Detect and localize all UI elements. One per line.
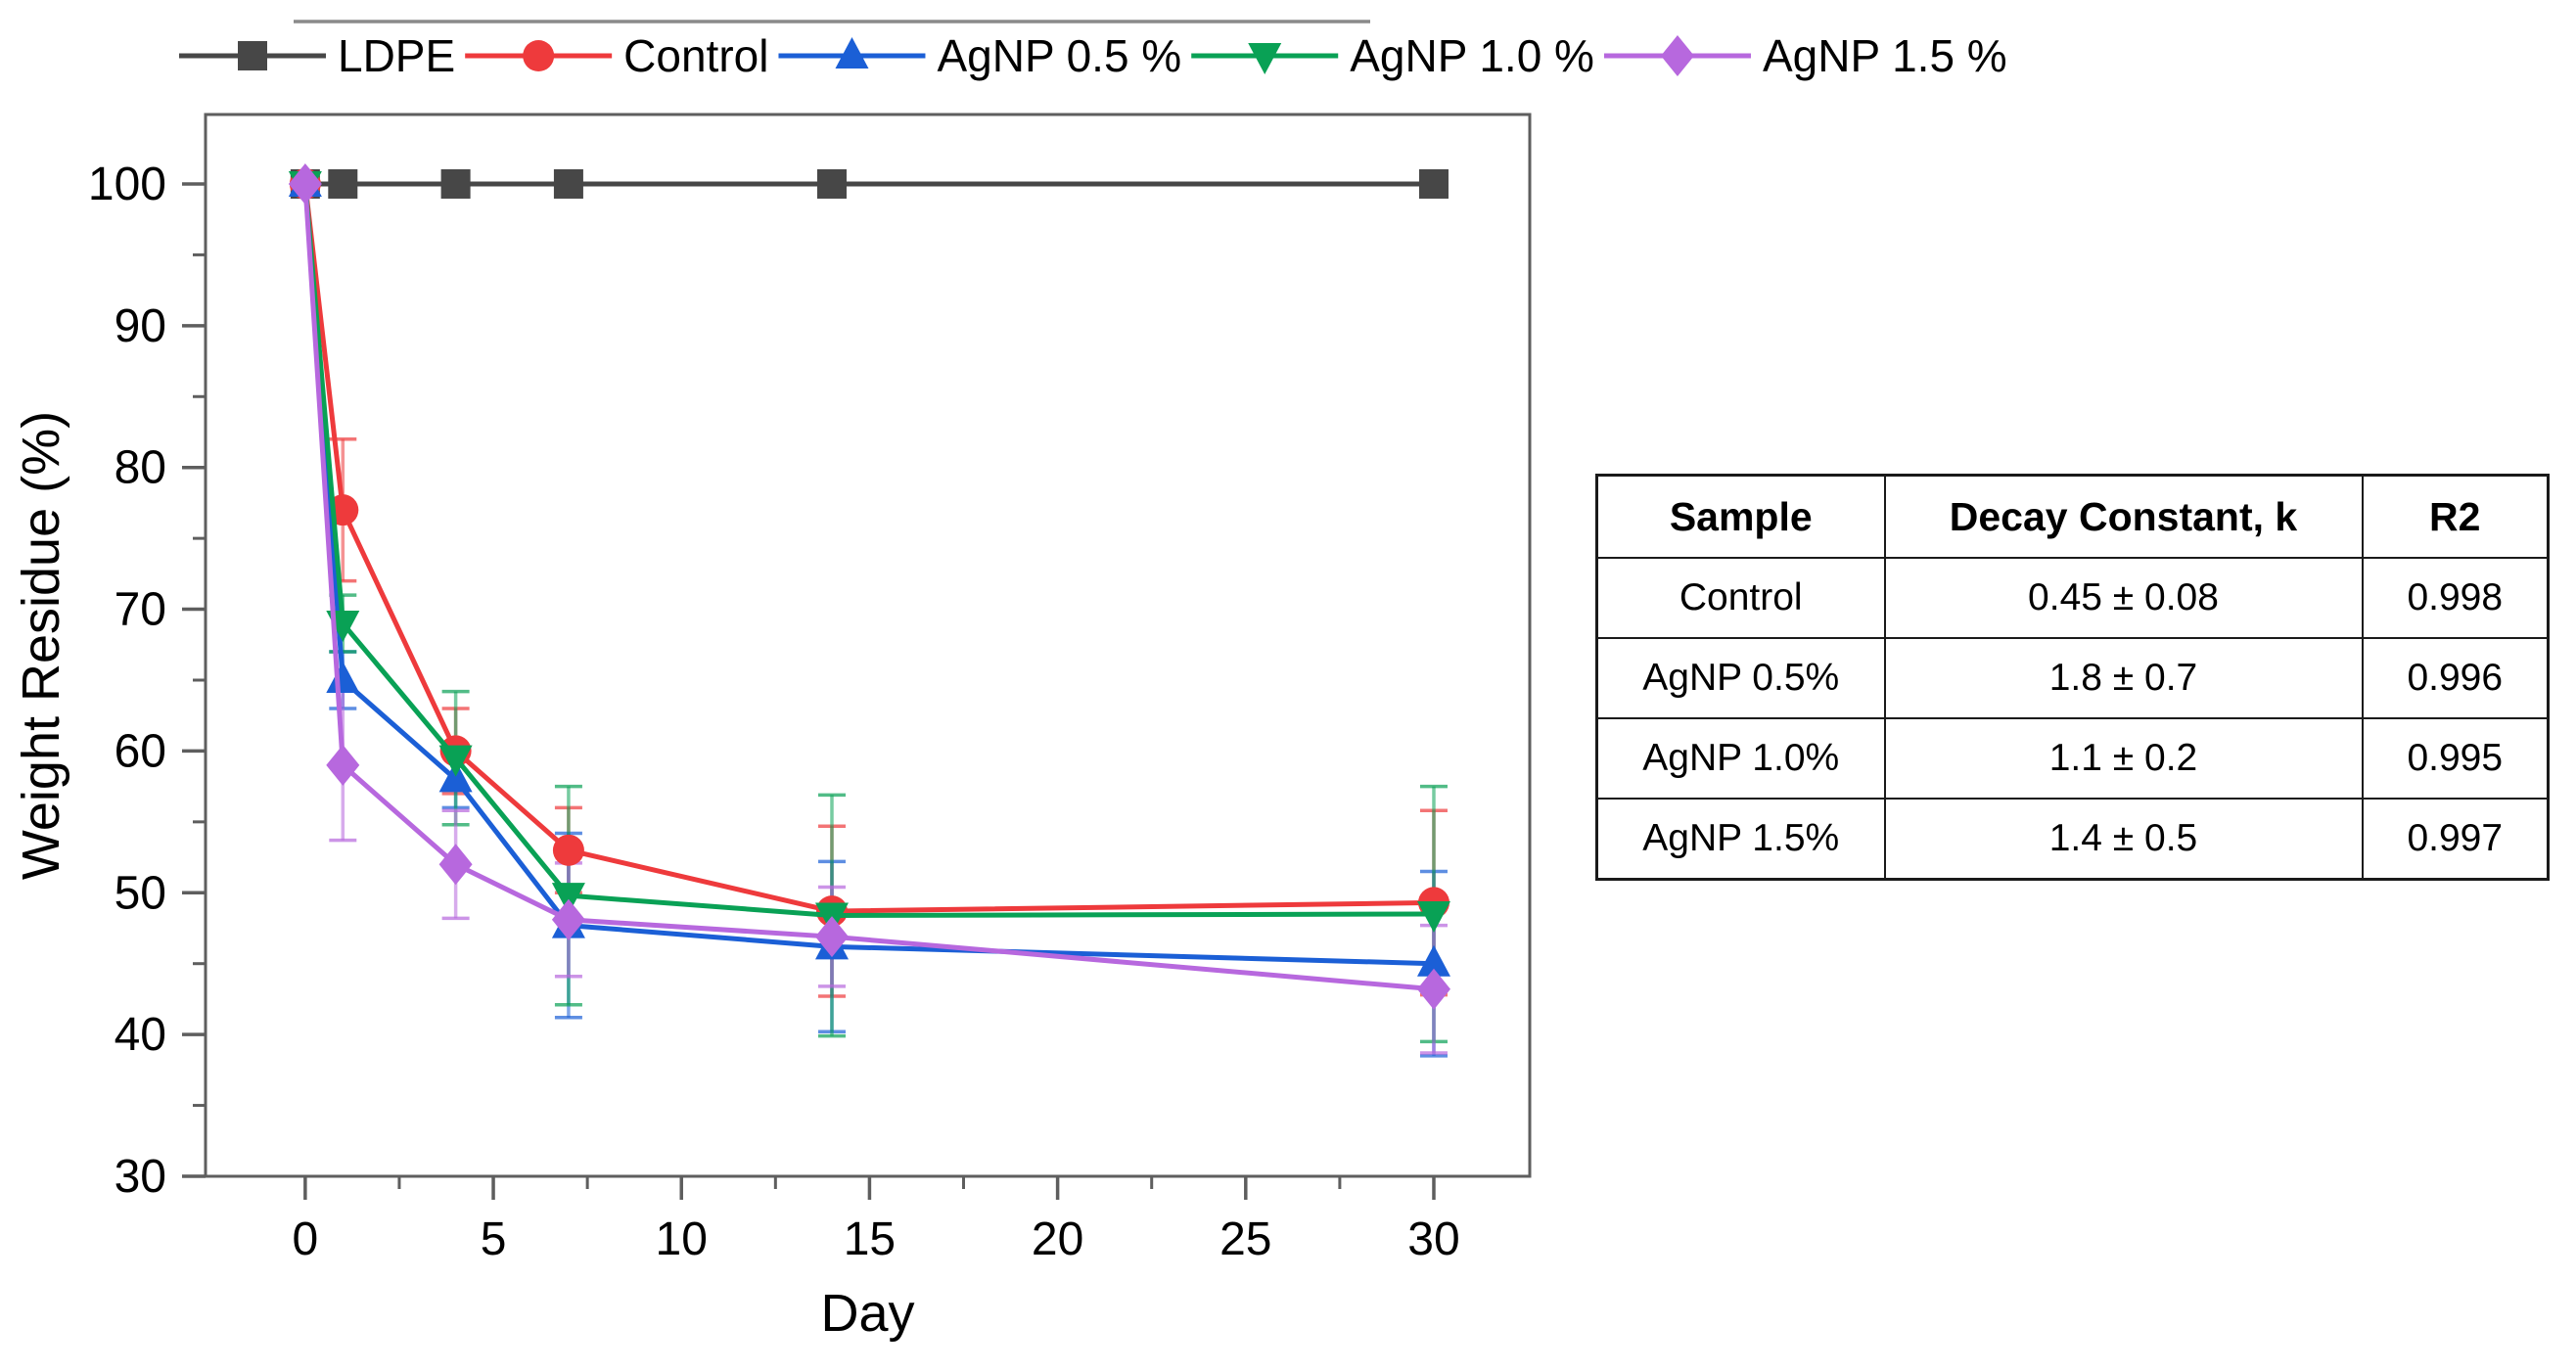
table-cell-r2: 0.998 — [2361, 557, 2550, 639]
decay-table-container: Sample Decay Constant, k R2 Control 0.45… — [1595, 474, 2550, 881]
marker-agnp-1.5- — [438, 844, 473, 886]
series-line-agnp-1.0- — [302, 183, 1434, 918]
legend-marker-agnp-1.5- — [1660, 35, 1694, 76]
marker-ldpe — [328, 168, 358, 199]
x-tick-label: 20 — [1032, 1213, 1083, 1265]
marker-ldpe — [1418, 168, 1449, 199]
legend-label: AgNP 0.5 % — [937, 30, 1181, 81]
y-axis-title: Weight Residue (%) — [12, 411, 70, 880]
x-tick-label: 0 — [293, 1213, 319, 1265]
x-axis-title: Day — [820, 1284, 914, 1343]
table-cell-sample: Control — [1595, 557, 1886, 639]
legend-label: AgNP 1.5 % — [1763, 30, 2007, 81]
table-cell-k: 1.4 ± 0.5 — [1883, 798, 2364, 881]
table-cell-sample: AgNP 1.5% — [1595, 798, 1886, 881]
y-tick-label: 50 — [115, 867, 166, 919]
col-header-sample: Sample — [1595, 474, 1886, 559]
table-cell-k: 1.1 ± 0.2 — [1883, 717, 2364, 800]
marker-agnp-1.5- — [814, 916, 849, 958]
x-tick-label: 25 — [1219, 1213, 1271, 1265]
marker-agnp-0.5- — [1416, 944, 1450, 977]
col-header-decay-constant: Decay Constant, k — [1883, 474, 2364, 559]
y-tick-label: 60 — [115, 725, 166, 777]
col-header-r2: R2 — [2361, 474, 2550, 559]
y-tick-label: 30 — [115, 1151, 166, 1203]
marker-agnp-1.0- — [1416, 901, 1450, 934]
table-row: AgNP 0.5% 1.8 ± 0.7 0.996 — [1595, 637, 2550, 719]
series-line-control — [302, 183, 1435, 914]
marker-agnp-0.5- — [326, 661, 360, 693]
marker-ldpe — [553, 168, 583, 199]
legend-marker-agnp-0.5- — [835, 37, 869, 69]
legend-marker-ldpe — [238, 41, 267, 70]
legend-label: Control — [623, 30, 768, 81]
legend-marker-agnp-1.0- — [1248, 43, 1282, 74]
legend-marker-control — [523, 40, 555, 71]
table-cell-k: 0.45 ± 0.08 — [1883, 557, 2364, 639]
marker-agnp-1.5- — [326, 744, 360, 786]
table-cell-sample: AgNP 1.0% — [1595, 717, 1886, 800]
marker-agnp-1.5- — [551, 898, 585, 940]
table-cell-r2: 0.995 — [2361, 717, 2550, 800]
table-row: AgNP 1.0% 1.1 ± 0.2 0.995 — [1595, 717, 2550, 800]
x-tick-label: 10 — [656, 1213, 708, 1265]
x-tick-label: 30 — [1407, 1213, 1459, 1265]
y-tick-label: 40 — [115, 1009, 166, 1061]
decay-table: Sample Decay Constant, k R2 Control 0.45… — [1595, 474, 2550, 881]
y-tick-label: 80 — [115, 442, 166, 494]
table-cell-sample: AgNP 0.5% — [1595, 637, 1886, 719]
table-cell-k: 1.8 ± 0.7 — [1883, 637, 2364, 719]
legend-label: AgNP 1.0 % — [1350, 30, 1594, 81]
plot-frame — [204, 113, 1532, 1178]
marker-agnp-1.5- — [1416, 968, 1450, 1010]
y-tick-label: 100 — [88, 159, 166, 210]
marker-agnp-1.5- — [288, 162, 322, 205]
marker-agnp-1.0- — [551, 883, 585, 915]
table-cell-r2: 0.997 — [2361, 798, 2550, 881]
series-line-agnp-1.5- — [302, 183, 1435, 992]
marker-control — [552, 834, 584, 866]
marker-ldpe — [816, 168, 847, 199]
table-cell-r2: 0.996 — [2361, 637, 2550, 719]
marker-agnp-1.0- — [438, 745, 473, 777]
x-tick-label: 15 — [844, 1213, 896, 1265]
table-row: Control 0.45 ± 0.08 0.998 — [1595, 557, 2550, 639]
y-tick-label: 90 — [115, 300, 166, 352]
y-tick-label: 70 — [115, 584, 166, 636]
x-tick-label: 5 — [481, 1213, 507, 1265]
series-line-agnp-0.5- — [302, 183, 1435, 967]
legend-label: LDPE — [338, 30, 455, 81]
table-header-row: Sample Decay Constant, k R2 — [1595, 474, 2550, 559]
table-row: AgNP 1.5% 1.4 ± 0.5 0.997 — [1595, 798, 2550, 881]
marker-ldpe — [440, 168, 471, 199]
